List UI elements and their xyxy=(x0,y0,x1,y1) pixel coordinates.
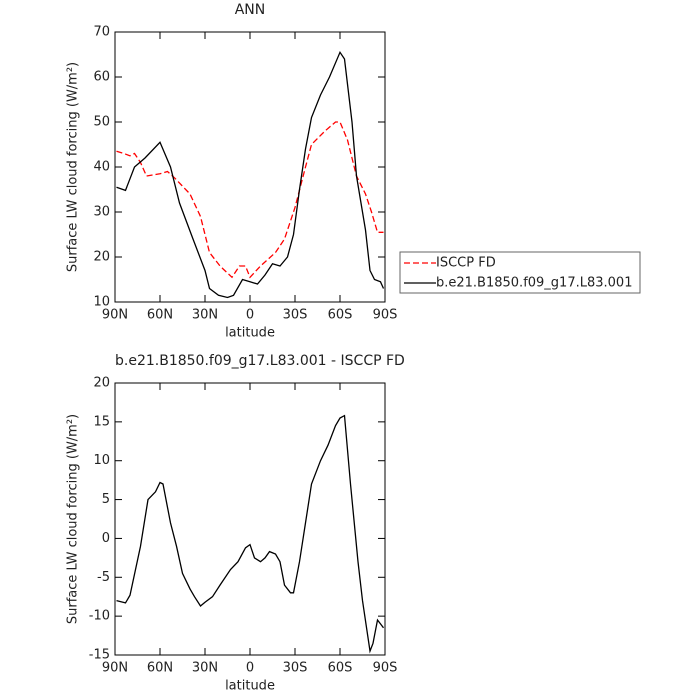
series-line xyxy=(116,121,384,279)
y-tick-label: 10 xyxy=(93,453,110,468)
legend-label: b.e21.B1850.f09_g17.L83.001 xyxy=(436,276,632,291)
y-tick-label: 40 xyxy=(93,160,110,175)
x-tick-label: 60N xyxy=(147,661,173,676)
y-tick-label: -15 xyxy=(89,648,110,663)
y-tick-label: 10 xyxy=(93,295,110,310)
x-tick-label: 90S xyxy=(373,661,398,676)
y-axis-label: Surface LW cloud forcing (W/m²) xyxy=(66,62,81,272)
chart-title: b.e21.B1850.f09_g17.L83.001 - ISCCP FD xyxy=(115,353,405,369)
y-tick-label: 20 xyxy=(93,250,110,265)
y-tick-label: -10 xyxy=(89,609,110,624)
x-tick-label: 90N xyxy=(102,308,128,323)
x-tick-label: 0 xyxy=(246,661,254,676)
x-tick-label: 90S xyxy=(373,308,398,323)
legend-box xyxy=(399,251,641,294)
y-tick-label: 5 xyxy=(102,492,110,507)
y-tick-label: -5 xyxy=(97,570,110,585)
y-tick-label: 15 xyxy=(93,414,110,429)
x-tick-label: 60S xyxy=(328,308,353,323)
series-line xyxy=(116,50,385,299)
y-tick-label: 30 xyxy=(93,205,110,220)
y-tick-label: 60 xyxy=(93,70,110,85)
x-axis-label: latitude xyxy=(225,326,275,341)
y-tick-label: 0 xyxy=(102,531,110,546)
x-tick-label: 30S xyxy=(283,308,308,323)
y-tick-label: 70 xyxy=(93,25,110,40)
y-axis-label: Surface LW cloud forcing (W/m²) xyxy=(66,414,81,624)
plot-frame xyxy=(114,382,386,656)
x-tick-label: 30S xyxy=(283,661,308,676)
y-tick-label: 20 xyxy=(93,376,110,391)
x-tick-label: 30N xyxy=(192,661,218,676)
plot-frame xyxy=(114,31,386,303)
x-tick-label: 60S xyxy=(328,661,353,676)
x-axis-label: latitude xyxy=(225,679,275,694)
x-tick-label: 60N xyxy=(147,308,173,323)
x-tick-label: 90N xyxy=(102,661,128,676)
legend-label: ISCCP FD xyxy=(436,256,496,271)
chart-title: ANN xyxy=(235,2,266,18)
x-tick-label: 30N xyxy=(192,308,218,323)
x-tick-label: 0 xyxy=(246,308,254,323)
series-line xyxy=(116,414,385,654)
y-tick-label: 50 xyxy=(93,115,110,130)
